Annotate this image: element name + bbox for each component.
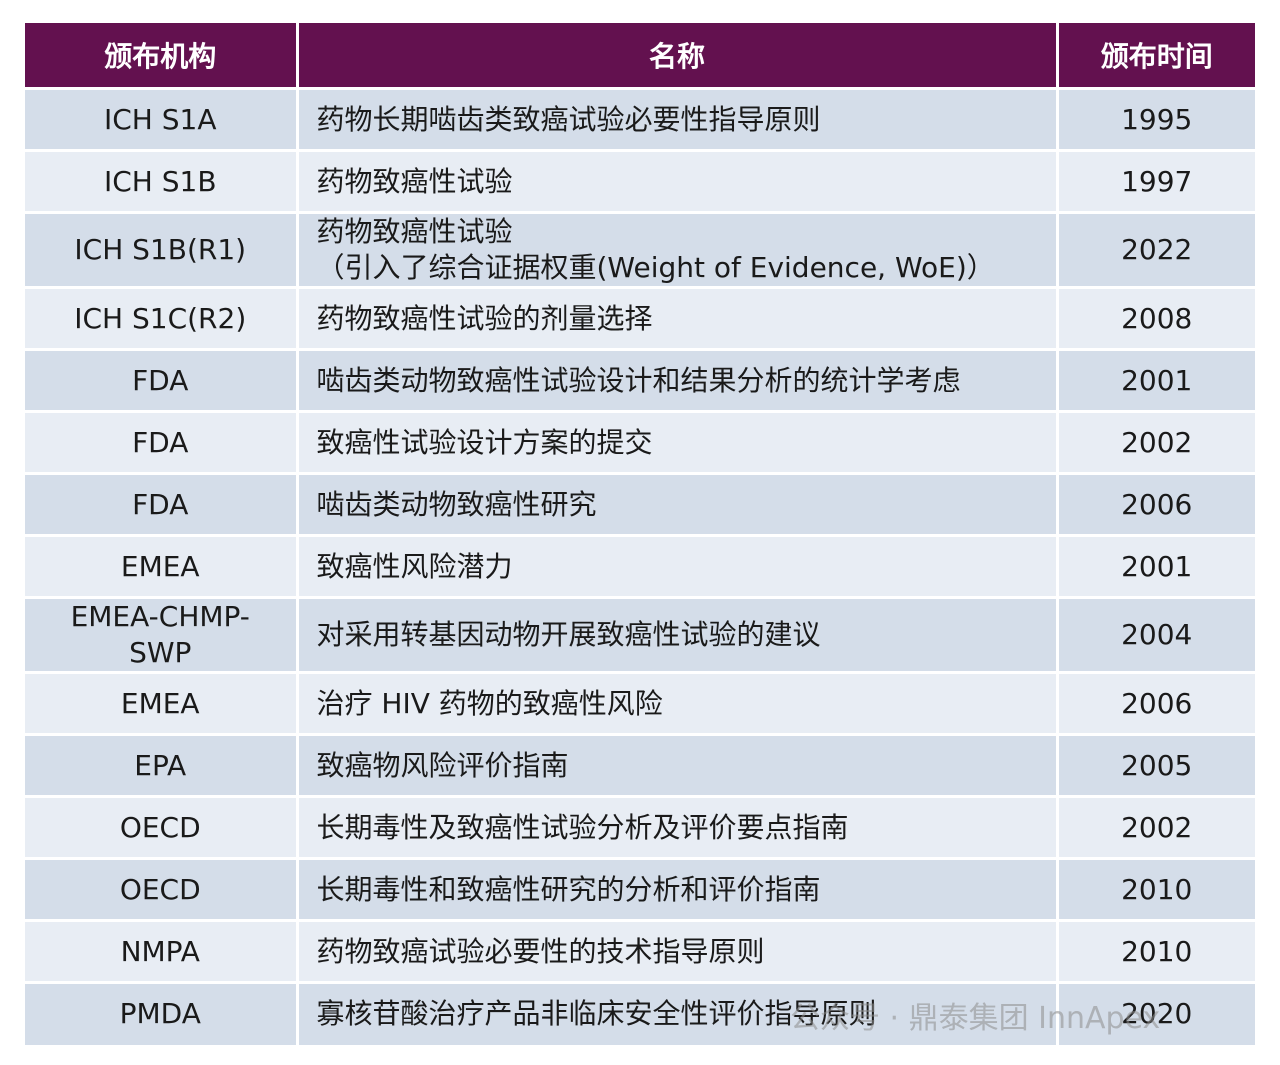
- name-cell: 啮齿类动物致癌性研究: [297, 472, 1059, 536]
- agency-cell: OECD: [25, 795, 299, 859]
- table-header-row: 颁布机构 名称 颁布时间: [25, 23, 1255, 89]
- agency-cell: ICH S1B(R1): [25, 211, 299, 288]
- name-cell: 寡核苷酸治疗产品非临床安全性评价指导原则: [297, 981, 1059, 1045]
- table-row: PMDA 寡核苷酸治疗产品非临床安全性评价指导原则 2020: [25, 981, 1255, 1045]
- name-cell: 治疗 HIV 药物的致癌性风险: [297, 671, 1059, 735]
- watermark: 公众号 · 鼎泰集团 InnApex: [790, 1001, 1161, 1036]
- year-cell: 2008: [1057, 286, 1255, 350]
- agency-cell: FDA: [25, 348, 299, 412]
- table-row: EPA 致癌物风险评价指南 2005: [25, 733, 1255, 797]
- table-row: FDA 啮齿类动物致癌性试验设计和结果分析的统计学考虑 2001: [25, 348, 1255, 412]
- year-cell: 2020: [1057, 981, 1255, 1045]
- agency-line-1: EMEA-CHMP-: [70, 600, 250, 634]
- header-name: 名称: [297, 23, 1059, 89]
- year-cell: 2002: [1057, 410, 1255, 474]
- table-row: NMPA 药物致癌试验必要性的技术指导原则 2010: [25, 919, 1255, 983]
- agency-cell: NMPA: [25, 919, 299, 983]
- year-cell: 2010: [1057, 857, 1255, 921]
- table-row: OECD 长期毒性和致癌性研究的分析和评价指南 2010: [25, 857, 1255, 921]
- regulation-table: 颁布机构 名称 颁布时间 ICH S1A 药物长期啮齿类致癌试验必要性指导原则 …: [25, 23, 1255, 1045]
- agency-cell: EMEA: [25, 671, 299, 735]
- agency-cell: ICH S1C(R2): [25, 286, 299, 350]
- header-agency: 颁布机构: [25, 23, 299, 89]
- name-cell: 长期毒性及致癌性试验分析及评价要点指南: [297, 795, 1059, 859]
- name-cell: 药物致癌性试验 （引入了综合证据权重(Weight of Evidence, W…: [297, 211, 1059, 288]
- name-line-2: （引入了综合证据权重(Weight of Evidence, WoE)）: [316, 251, 995, 284]
- agency-cell: ICH S1A: [25, 87, 299, 151]
- name-line-1: 药物致癌性试验: [316, 215, 513, 249]
- table-row: EMEA 致癌性风险潜力 2001: [25, 534, 1255, 598]
- agency-cell: FDA: [25, 472, 299, 536]
- agency-cell: EMEA: [25, 534, 299, 598]
- year-cell: 2004: [1057, 596, 1255, 673]
- table-row: ICH S1C(R2) 药物致癌性试验的剂量选择 2008: [25, 286, 1255, 350]
- name-cell: 药物长期啮齿类致癌试验必要性指导原则: [297, 87, 1059, 151]
- name-cell: 药物致癌试验必要性的技术指导原则: [297, 919, 1059, 983]
- agency-cell: ICH S1B: [25, 149, 299, 213]
- header-year: 颁布时间: [1057, 23, 1255, 89]
- agency-cell: FDA: [25, 410, 299, 474]
- table-row: EMEA-CHMP- SWP 对采用转基因动物开展致癌性试验的建议 2004: [25, 596, 1255, 673]
- agency-cell: OECD: [25, 857, 299, 921]
- name-cell: 致癌性风险潜力: [297, 534, 1059, 598]
- name-cell: 对采用转基因动物开展致癌性试验的建议: [297, 596, 1059, 673]
- year-cell: 2010: [1057, 919, 1255, 983]
- table-row: ICH S1B 药物致癌性试验 1997: [25, 149, 1255, 213]
- year-cell: 1997: [1057, 149, 1255, 213]
- agency-cell: EMEA-CHMP- SWP: [25, 596, 299, 673]
- year-cell: 2001: [1057, 534, 1255, 598]
- year-cell: 1995: [1057, 87, 1255, 151]
- year-cell: 2022: [1057, 211, 1255, 288]
- year-cell: 2005: [1057, 733, 1255, 797]
- year-cell: 2001: [1057, 348, 1255, 412]
- agency-line-2: SWP: [129, 636, 192, 669]
- year-cell: 2006: [1057, 472, 1255, 536]
- agency-cell: EPA: [25, 733, 299, 797]
- table-row: EMEA 治疗 HIV 药物的致癌性风险 2006: [25, 671, 1255, 735]
- year-cell: 2006: [1057, 671, 1255, 735]
- table-row: FDA 致癌性试验设计方案的提交 2002: [25, 410, 1255, 474]
- agency-cell: PMDA: [25, 981, 299, 1045]
- name-cell: 致癌物风险评价指南: [297, 733, 1059, 797]
- name-cell: 致癌性试验设计方案的提交: [297, 410, 1059, 474]
- name-cell: 长期毒性和致癌性研究的分析和评价指南: [297, 857, 1059, 921]
- name-cell: 药物致癌性试验的剂量选择: [297, 286, 1059, 350]
- table-row: ICH S1B(R1) 药物致癌性试验 （引入了综合证据权重(Weight of…: [25, 211, 1255, 288]
- table-row: ICH S1A 药物长期啮齿类致癌试验必要性指导原则 1995: [25, 87, 1255, 151]
- table-row: OECD 长期毒性及致癌性试验分析及评价要点指南 2002: [25, 795, 1255, 859]
- table-row: FDA 啮齿类动物致癌性研究 2006: [25, 472, 1255, 536]
- name-cell: 啮齿类动物致癌性试验设计和结果分析的统计学考虑: [297, 348, 1059, 412]
- year-cell: 2002: [1057, 795, 1255, 859]
- name-cell: 药物致癌性试验: [297, 149, 1059, 213]
